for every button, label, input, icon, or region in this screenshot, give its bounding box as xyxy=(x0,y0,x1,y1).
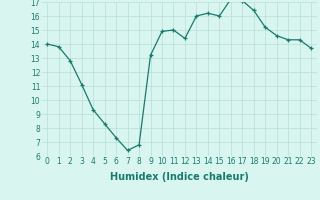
X-axis label: Humidex (Indice chaleur): Humidex (Indice chaleur) xyxy=(110,172,249,182)
